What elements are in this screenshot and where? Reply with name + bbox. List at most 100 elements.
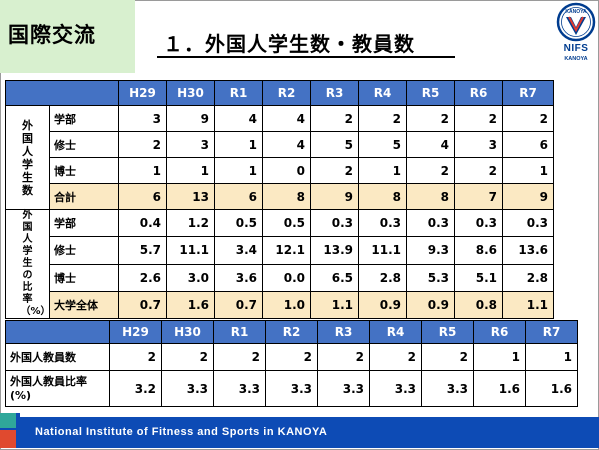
- ratio-cell: 0.0: [262, 263, 311, 292]
- faculty-cell: 3.3: [161, 370, 214, 407]
- total-cell: 1.0: [262, 290, 311, 320]
- year-header: R2: [262, 80, 311, 106]
- row-label-total: 合計: [49, 183, 119, 210]
- logo-subname: KANOYA: [564, 56, 588, 62]
- count-cell: 2: [406, 157, 455, 184]
- ratio-cell: 0.5: [262, 208, 311, 238]
- ratio-cell: 3.0: [166, 263, 215, 292]
- ratio-cell: 0.5: [214, 208, 263, 238]
- faculty-cell: 2: [161, 343, 214, 371]
- total-cell: 8: [262, 183, 311, 210]
- total-cell: 8: [406, 183, 455, 210]
- faculty-cell: 3.3: [421, 370, 474, 407]
- faculty-cell: 3.3: [369, 370, 422, 407]
- footer-accent-teal: [0, 413, 16, 428]
- ratio-cell: 6.5: [310, 263, 359, 292]
- count-cell: 2: [454, 105, 503, 132]
- count-cell: 2: [502, 105, 554, 132]
- total-cell: 8: [358, 183, 407, 210]
- count-cell: 6: [502, 131, 554, 158]
- count-cell: 1: [214, 131, 263, 158]
- year-header: R3: [317, 320, 370, 344]
- year-header: R6: [454, 80, 503, 106]
- count-cell: 2: [118, 131, 167, 158]
- title-underline: [157, 56, 455, 58]
- row-label: 外国人教員数: [5, 343, 110, 371]
- count-cell: 5: [358, 131, 407, 158]
- total-cell: 7: [454, 183, 503, 210]
- count-cell: 1: [214, 157, 263, 184]
- ratio-cell: 2.8: [358, 263, 407, 292]
- row-label: 学部: [49, 105, 119, 132]
- faculty-cell: 1.6: [473, 370, 526, 407]
- total-cell: 6: [214, 183, 263, 210]
- count-cell: 2: [454, 157, 503, 184]
- row-label: 学部: [49, 208, 119, 238]
- ratio-cell: 1.2: [166, 208, 215, 238]
- count-cell: 1: [166, 157, 215, 184]
- footer-accent-red: [0, 430, 16, 448]
- total-cell: 0.9: [358, 290, 407, 320]
- group-label-student-ratio: 外国人学生の比率（%）: [5, 209, 51, 319]
- ratio-cell: 2.8: [502, 263, 554, 292]
- count-cell: 4: [262, 105, 311, 132]
- logo-emblem-icon: KANOYA: [556, 2, 596, 42]
- count-cell: 2: [310, 157, 359, 184]
- year-header: H30: [161, 320, 214, 344]
- total-cell: 0.8: [454, 290, 503, 320]
- foreign-faculty-table: H29 H30 R1 R2 R3 R4 R5 R6 R7 外国人教員数 2 2 …: [5, 320, 578, 407]
- ratio-cell: 0.3: [358, 208, 407, 238]
- year-header: R6: [473, 320, 526, 344]
- ratio-cell: 12.1: [262, 236, 311, 265]
- count-cell: 2: [358, 105, 407, 132]
- faculty-cell: 2: [213, 343, 266, 371]
- count-cell: 1: [502, 157, 554, 184]
- footer-accent-blue: [16, 413, 20, 448]
- total-cell: 0.7: [214, 290, 263, 320]
- group-label-student-count: 外国人学生数: [5, 105, 50, 210]
- total-cell: 6: [118, 183, 167, 210]
- year-header: R7: [525, 320, 578, 344]
- count-cell: 5: [310, 131, 359, 158]
- header-blank-cell: [5, 320, 110, 344]
- header-blank-cell: [5, 80, 119, 106]
- count-cell: 2: [310, 105, 359, 132]
- section-tab-label: 国際交流: [8, 23, 96, 47]
- ratio-cell: 0.3: [310, 208, 359, 238]
- count-cell: 3: [118, 105, 167, 132]
- count-cell: 4: [262, 131, 311, 158]
- ratio-cell: 11.1: [166, 236, 215, 265]
- faculty-cell: 1: [525, 343, 578, 371]
- nifs-logo: KANOYA NIFS KANOYA: [556, 2, 596, 66]
- footer-band: [0, 417, 599, 448]
- footer-institution-name: National Institute of Fitness and Sports…: [35, 426, 328, 438]
- year-header: R5: [421, 320, 474, 344]
- year-header: R4: [369, 320, 422, 344]
- ratio-cell: 9.3: [406, 236, 455, 265]
- ratio-cell: 8.6: [454, 236, 503, 265]
- ratio-cell: 0.4: [118, 208, 167, 238]
- row-label: 博士: [49, 157, 119, 184]
- logo-name: NIFS: [563, 43, 589, 54]
- ratio-cell: 0.3: [406, 208, 455, 238]
- count-cell: 3: [454, 131, 503, 158]
- year-header: H30: [166, 80, 215, 106]
- faculty-cell: 2: [421, 343, 474, 371]
- faculty-cell: 3.3: [265, 370, 318, 407]
- row-label: 修士: [49, 236, 119, 265]
- count-cell: 4: [406, 131, 455, 158]
- total-cell: 0.7: [118, 290, 167, 320]
- ratio-cell: 3.4: [214, 236, 263, 265]
- section-tab: 国際交流: [0, 0, 135, 73]
- ratio-cell: 13.6: [502, 236, 554, 265]
- total-cell: 9: [502, 183, 554, 210]
- total-cell: 1.1: [310, 290, 359, 320]
- total-cell: 1.1: [502, 290, 554, 320]
- ratio-cell: 2.6: [118, 263, 167, 292]
- faculty-cell: 2: [265, 343, 318, 371]
- total-cell: 1.6: [166, 290, 215, 320]
- ratio-cell: 13.9: [310, 236, 359, 265]
- row-label: 博士: [49, 263, 119, 292]
- total-cell: 0.9: [406, 290, 455, 320]
- logo-emblem-text: KANOYA: [565, 9, 587, 15]
